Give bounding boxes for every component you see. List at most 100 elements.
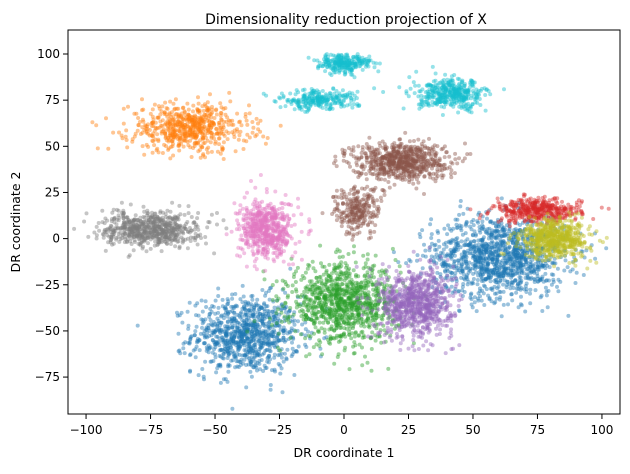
data-point [257,338,262,343]
data-point [276,316,280,321]
data-point [249,339,254,344]
data-point [224,307,229,312]
data-point [254,325,259,330]
data-point [267,333,272,338]
data-point [223,310,228,315]
data-point [268,383,273,387]
data-point [353,286,358,291]
data-point [246,323,251,328]
data-point [220,297,225,302]
data-point [416,283,421,288]
data-point [360,295,365,300]
data-point [542,198,547,203]
data-point [189,155,194,159]
data-point [418,257,423,262]
data-point [318,346,323,351]
data-point [156,115,161,120]
data-point [486,293,491,298]
data-point [217,329,222,334]
data-point [508,209,513,214]
data-point [237,313,242,318]
data-point [258,367,263,372]
data-point [248,344,253,349]
data-point [186,323,191,328]
data-point [219,335,224,340]
data-point [159,123,163,128]
scatter-points [72,52,611,411]
data-point [496,200,501,205]
data-point [257,352,261,357]
data-point [259,343,264,348]
data-point [318,354,323,359]
data-point [334,310,339,315]
data-point [365,252,370,257]
data-point [195,336,200,341]
data-point [506,272,511,277]
data-point [423,282,428,287]
data-point [242,320,247,325]
data-point [329,292,334,297]
data-point [165,119,170,124]
data-point [439,275,444,280]
data-point [236,341,241,346]
data-point [267,324,272,329]
data-point [366,280,371,284]
data-point [266,355,271,360]
data-point [330,300,335,305]
data-point [153,120,158,125]
data-point [447,293,452,298]
data-point [163,122,167,127]
data-point [305,284,310,289]
data-point [240,314,244,319]
data-point [255,310,260,315]
data-point [300,274,305,278]
data-point [455,236,460,241]
data-point [317,338,322,343]
data-point [459,239,464,244]
data-point [486,257,491,262]
data-point [223,340,228,345]
data-point [263,329,268,334]
data-point [210,104,214,109]
data-point [394,331,399,336]
data-point [225,340,230,345]
data-point [340,254,345,259]
data-point [540,309,545,313]
data-point [397,311,402,316]
data-point [255,297,260,302]
data-point [130,137,135,142]
data-point [282,319,287,324]
data-point [355,296,360,300]
data-point [214,126,219,131]
data-point [267,309,272,314]
data-point [295,295,300,300]
data-point [235,111,240,116]
data-point [352,340,357,345]
data-point [208,306,213,311]
data-point [254,301,259,306]
data-point [464,257,469,262]
data-point [247,111,252,116]
data-point [237,133,242,138]
data-point [257,353,262,358]
data-point [376,307,381,312]
data-point [182,351,187,356]
data-point [143,123,148,128]
data-point [242,325,247,330]
data-point [440,251,445,256]
data-point [225,137,230,142]
data-point [208,311,213,316]
data-point [247,135,252,140]
data-point [351,268,356,273]
data-point [281,286,286,291]
data-point [343,261,348,266]
data-point [215,341,220,346]
data-point [250,331,254,336]
data-point [177,313,182,318]
data-point [230,349,235,353]
data-point [156,139,161,143]
data-point [356,144,361,149]
data-point [309,317,314,322]
data-point [328,341,333,346]
data-point [329,271,334,276]
